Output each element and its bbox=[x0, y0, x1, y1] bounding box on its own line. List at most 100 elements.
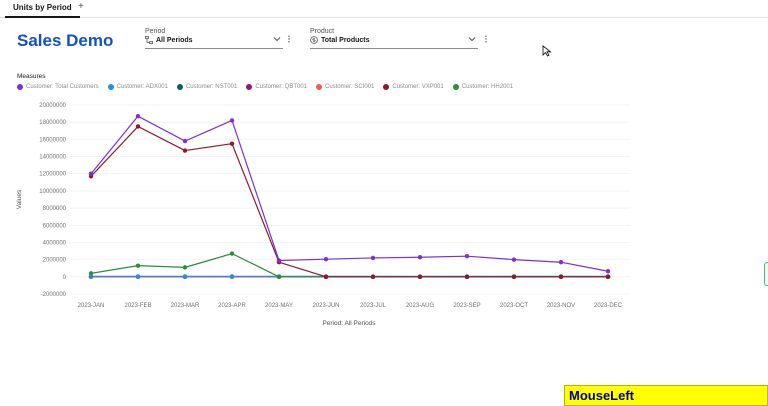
x-tick-label: 2023-MAY bbox=[265, 303, 293, 309]
y-tick-label: 12000000 bbox=[39, 172, 66, 178]
period-overflow-menu-icon[interactable] bbox=[287, 35, 291, 45]
data-point bbox=[417, 274, 423, 280]
period-chevron-down-icon[interactable] bbox=[273, 35, 281, 45]
y-tick-label: 18000000 bbox=[39, 120, 66, 126]
legend-item[interactable]: Customer: VXP001 bbox=[383, 84, 444, 90]
data-point bbox=[229, 141, 235, 146]
y-tick-label: 8000000 bbox=[43, 206, 67, 212]
product-filter-value[interactable]: Total Products bbox=[321, 37, 370, 44]
legend-swatch bbox=[176, 84, 183, 90]
data-point bbox=[323, 257, 329, 262]
y-tick-label: 10000000 bbox=[39, 189, 66, 195]
legend-item[interactable]: Customer: SCI001 bbox=[316, 84, 374, 90]
data-point bbox=[88, 171, 94, 176]
dollar-circle-icon bbox=[310, 36, 318, 46]
data-point bbox=[182, 274, 188, 279]
mouse-event-text: MouseLeft bbox=[569, 388, 634, 403]
data-point bbox=[511, 274, 517, 280]
legend-swatch bbox=[316, 84, 322, 90]
data-point bbox=[417, 255, 423, 260]
data-point bbox=[135, 274, 141, 279]
y-tick-label: 14000000 bbox=[39, 155, 66, 161]
series-line bbox=[90, 125, 608, 278]
legend-item[interactable]: Customer: HH2001 bbox=[452, 84, 514, 90]
data-point bbox=[135, 113, 141, 119]
legend-item[interactable]: Customer: NST001 bbox=[176, 84, 238, 90]
product-filter-label: Product bbox=[310, 28, 335, 35]
x-tick-label: 2023-FEB bbox=[124, 303, 151, 309]
side-panel-toggle[interactable] bbox=[764, 262, 768, 286]
line-chart: -2000000 0 2000000 4000000 6000000 8000000 100… bbox=[16, 103, 630, 327]
product-overflow-menu-icon[interactable] bbox=[484, 35, 488, 45]
period-filter-value[interactable]: All Periods bbox=[156, 37, 193, 44]
page-title: Sales Demo bbox=[17, 31, 114, 50]
y-tick-label: -2000000 bbox=[41, 292, 67, 298]
data-point bbox=[558, 260, 564, 265]
legend-item[interactable]: Customer: QBT001 bbox=[246, 84, 307, 90]
data-point bbox=[135, 263, 141, 268]
mouse-pointer-icon bbox=[542, 44, 552, 57]
add-tab-button[interactable]: + bbox=[78, 1, 84, 12]
data-point bbox=[464, 254, 470, 259]
data-point bbox=[276, 258, 282, 263]
data-point bbox=[370, 255, 376, 261]
legend-label: Customer: Total Customers bbox=[26, 84, 99, 90]
data-point bbox=[229, 251, 235, 256]
x-tick-label: 2023-OCT bbox=[500, 303, 528, 309]
data-point bbox=[182, 265, 188, 270]
data-point bbox=[276, 274, 282, 280]
data-point bbox=[182, 138, 188, 144]
data-point bbox=[464, 274, 470, 280]
mouse-event-badge: MouseLeft bbox=[564, 385, 768, 406]
legend-item[interactable]: Customer: Total Customers bbox=[17, 84, 99, 90]
data-point bbox=[182, 148, 188, 153]
legend-swatch bbox=[246, 84, 253, 90]
series-line bbox=[90, 115, 609, 272]
tab-units-by-period[interactable]: Units by Period bbox=[5, 0, 80, 18]
product-chevron-down-icon[interactable] bbox=[468, 35, 476, 45]
measures-label: Measures bbox=[17, 73, 46, 80]
x-tick-label: 2023-SEP bbox=[453, 303, 480, 309]
x-axis-title: Period: All Periods bbox=[322, 320, 376, 327]
series-line bbox=[90, 253, 608, 278]
y-tick-label: 6000000 bbox=[43, 223, 67, 229]
legend-swatch bbox=[107, 84, 114, 90]
legend-swatch bbox=[452, 84, 459, 90]
data-point bbox=[323, 274, 329, 280]
y-axis-title: Values bbox=[16, 189, 23, 209]
x-tick-label: 2023-JAN bbox=[78, 303, 105, 309]
calendar-hierarchy-icon bbox=[145, 36, 153, 46]
period-filter-label: Period bbox=[145, 28, 166, 35]
legend-swatch bbox=[17, 84, 23, 90]
legend-label: Customer: QBT001 bbox=[255, 84, 307, 90]
legend-swatch bbox=[383, 84, 390, 90]
data-point bbox=[88, 274, 94, 279]
legend-item[interactable]: Customer: ADX001 bbox=[107, 84, 168, 90]
chart-legend: Customer: Total Customers Customer: ADX00… bbox=[17, 82, 522, 92]
data-point bbox=[229, 274, 235, 279]
data-point bbox=[605, 269, 611, 274]
x-tick-label: 2023-JUN bbox=[312, 303, 339, 309]
legend-label: Customer: HH2001 bbox=[461, 84, 514, 90]
x-tick-label: 2023-DEC bbox=[594, 303, 623, 309]
data-point bbox=[229, 118, 235, 123]
x-tick-label: 2023-NOV bbox=[547, 303, 575, 309]
y-tick-label: 2000000 bbox=[43, 258, 67, 264]
legend-label: Customer: VXP001 bbox=[392, 84, 444, 90]
product-filter-underline bbox=[310, 48, 478, 49]
legend-label: Customer: ADX001 bbox=[116, 84, 168, 90]
legend-label: Customer: NST001 bbox=[185, 84, 238, 90]
data-point bbox=[370, 274, 376, 280]
x-tick-label: 2023-APR bbox=[218, 303, 246, 309]
data-point bbox=[511, 257, 517, 262]
y-tick-label: 0 bbox=[63, 275, 67, 281]
period-filter-underline bbox=[145, 48, 283, 49]
legend-label: Customer: SCI001 bbox=[325, 84, 375, 90]
tab-bar: Units by Period + bbox=[0, 0, 768, 18]
x-tick-label: 2023-MAR bbox=[171, 303, 200, 309]
y-tick-label: 16000000 bbox=[39, 137, 66, 143]
data-point bbox=[605, 274, 611, 280]
y-tick-label: 4000000 bbox=[43, 240, 67, 246]
x-tick-label: 2023-JUL bbox=[360, 303, 387, 309]
y-tick-label: 20000000 bbox=[39, 103, 66, 109]
